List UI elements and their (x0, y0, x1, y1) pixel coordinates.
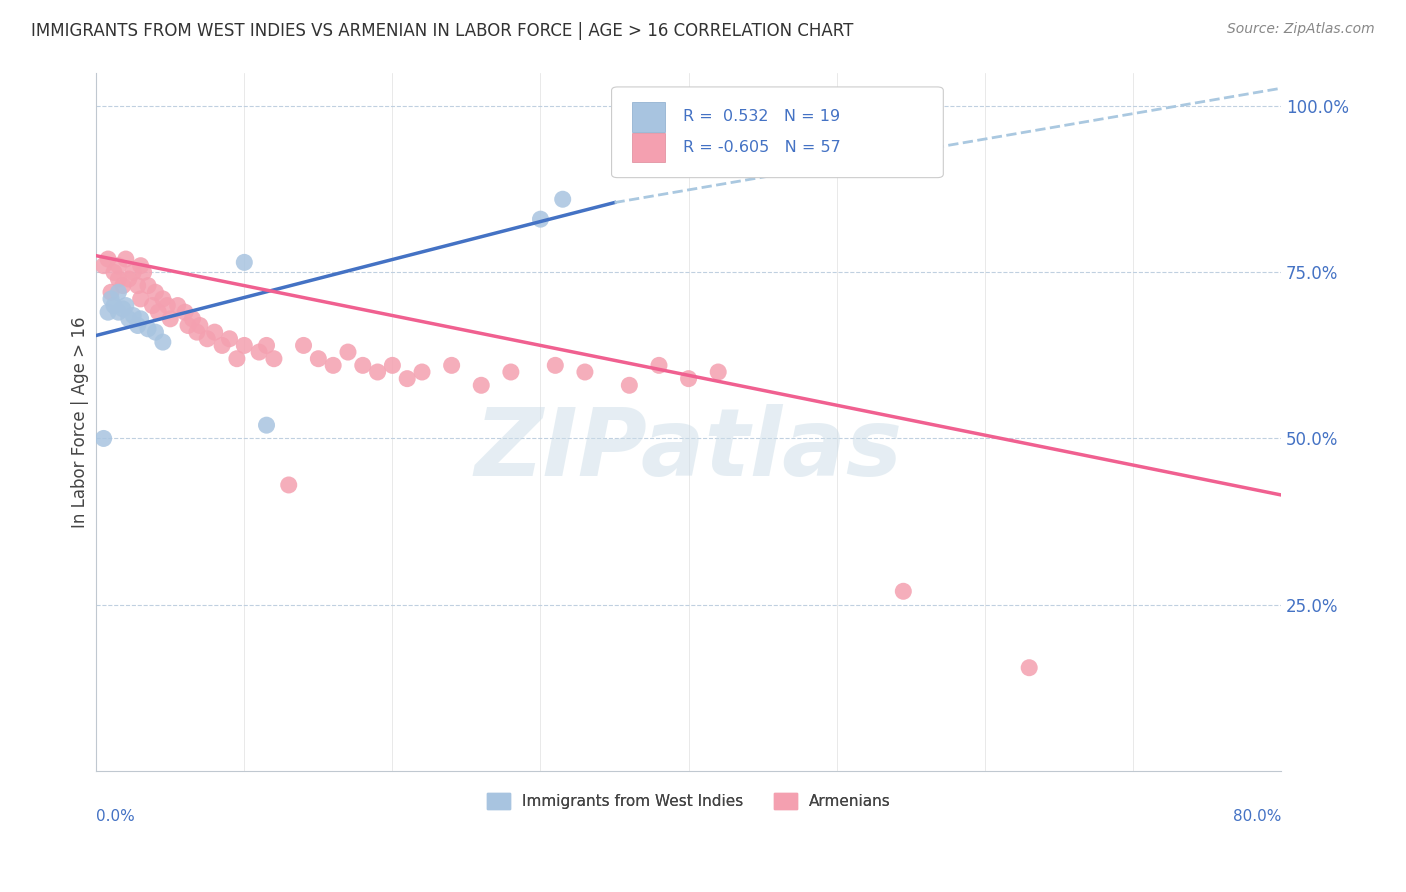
Point (195, 332, 218, 346)
Legend: Immigrants from West Indies, Armenians: Immigrants from West Indies, Armenians (481, 787, 897, 815)
Point (218, 332, 240, 346)
Point (129, 292, 152, 306)
Y-axis label: In Labor Force | Age > 16: In Labor Force | Age > 16 (72, 316, 89, 527)
Point (136, 278, 159, 293)
Point (129, 311, 152, 326)
Point (111, 278, 134, 293)
Point (148, 305, 170, 319)
Point (111, 301, 134, 316)
Point (107, 305, 129, 319)
Point (181, 311, 204, 326)
Point (114, 299, 136, 313)
Point (127, 278, 149, 293)
Point (574, 365, 596, 379)
Point (136, 322, 159, 336)
Text: R = -0.605   N = 57: R = -0.605 N = 57 (683, 140, 841, 155)
Point (156, 299, 179, 313)
Text: ZIPatlas: ZIPatlas (474, 404, 903, 496)
Point (159, 311, 181, 326)
Point (129, 259, 152, 273)
Point (122, 309, 145, 323)
Point (891, 584, 914, 599)
Point (177, 318, 200, 333)
Point (188, 318, 211, 333)
Text: R =  0.532   N = 19: R = 0.532 N = 19 (683, 110, 839, 125)
Point (256, 418, 278, 433)
Point (292, 338, 315, 352)
Point (707, 365, 730, 379)
Point (107, 285, 129, 300)
Bar (631, 133, 665, 162)
Point (93, 432, 115, 446)
Point (118, 272, 141, 286)
Point (100, 292, 122, 306)
Point (256, 338, 278, 352)
Point (141, 299, 163, 313)
Point (411, 365, 433, 379)
Point (1018, 661, 1040, 675)
Point (97, 305, 120, 319)
Point (118, 311, 141, 326)
Point (127, 318, 149, 333)
Text: 80.0%: 80.0% (1233, 809, 1281, 824)
Point (132, 265, 155, 279)
Text: IMMIGRANTS FROM WEST INDIES VS ARMENIAN IN LABOR FORCE | AGE > 16 CORRELATION CH: IMMIGRANTS FROM WEST INDIES VS ARMENIAN … (31, 22, 853, 40)
Point (678, 371, 700, 385)
Point (145, 325, 167, 339)
Point (107, 259, 129, 273)
Point (277, 478, 299, 492)
Point (247, 345, 270, 359)
FancyBboxPatch shape (612, 87, 943, 178)
Point (107, 272, 129, 286)
Point (307, 351, 329, 366)
Text: 0.0%: 0.0% (96, 809, 135, 824)
Point (233, 255, 256, 269)
Point (529, 212, 551, 227)
Point (367, 365, 389, 379)
Bar (631, 103, 665, 132)
Point (145, 285, 167, 300)
Point (263, 351, 285, 366)
Point (233, 338, 256, 352)
Point (103, 299, 125, 313)
Point (648, 359, 671, 373)
Point (619, 378, 641, 392)
Point (100, 285, 122, 300)
Point (381, 359, 404, 373)
Point (122, 265, 145, 279)
Point (97, 252, 120, 266)
Point (204, 325, 226, 339)
Point (544, 359, 567, 373)
Point (166, 299, 188, 313)
Point (396, 371, 419, 385)
Point (322, 359, 344, 373)
Text: Source: ZipAtlas.com: Source: ZipAtlas.com (1227, 22, 1375, 37)
Point (186, 325, 208, 339)
Point (114, 252, 136, 266)
Point (152, 292, 174, 306)
Point (352, 359, 374, 373)
Point (93, 259, 115, 273)
Point (440, 359, 463, 373)
Point (152, 335, 174, 350)
Point (211, 338, 233, 352)
Point (551, 192, 574, 206)
Point (499, 365, 522, 379)
Point (225, 351, 247, 366)
Point (336, 345, 359, 359)
Point (103, 265, 125, 279)
Point (174, 305, 197, 319)
Point (470, 378, 492, 392)
